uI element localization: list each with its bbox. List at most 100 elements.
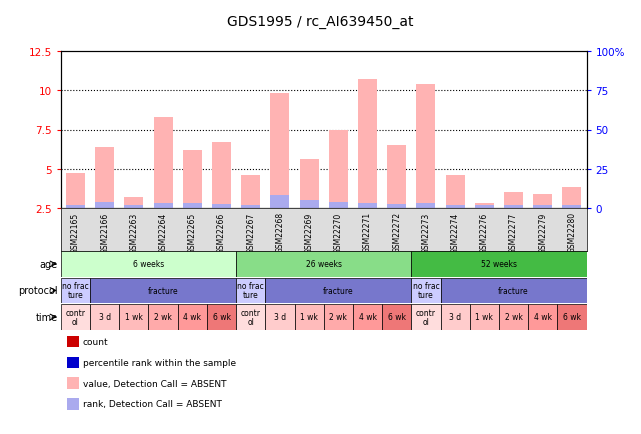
Bar: [212, 204, 231, 208]
Text: 52 weeks: 52 weeks: [481, 260, 517, 269]
Bar: [387, 204, 406, 208]
Bar: [265, 305, 294, 330]
Text: GSM22274: GSM22274: [451, 212, 460, 253]
Text: 3 d: 3 d: [274, 313, 286, 322]
Bar: [124, 197, 144, 208]
Text: fracture: fracture: [148, 286, 178, 295]
Bar: [61, 278, 90, 303]
Text: GSM22271: GSM22271: [363, 212, 372, 253]
Text: percentile rank within the sample: percentile rank within the sample: [83, 358, 236, 367]
Text: GSM22166: GSM22166: [100, 212, 109, 253]
Bar: [412, 252, 587, 277]
Text: GSM22165: GSM22165: [71, 212, 80, 253]
Bar: [533, 194, 552, 208]
Text: 6 wk: 6 wk: [563, 313, 581, 322]
Bar: [382, 305, 412, 330]
Text: GSM22279: GSM22279: [538, 212, 547, 253]
Text: GSM22266: GSM22266: [217, 212, 226, 253]
Bar: [562, 205, 581, 208]
Bar: [154, 118, 172, 208]
Bar: [445, 175, 465, 208]
Bar: [90, 278, 236, 303]
Text: time: time: [35, 312, 58, 322]
Bar: [412, 278, 440, 303]
Bar: [271, 196, 289, 208]
Bar: [299, 160, 319, 208]
Text: 6 wk: 6 wk: [388, 313, 406, 322]
Bar: [504, 205, 523, 208]
Text: rank, Detection Call = ABSENT: rank, Detection Call = ABSENT: [83, 400, 222, 408]
Bar: [417, 85, 435, 208]
Bar: [212, 143, 231, 208]
Bar: [61, 252, 236, 277]
Text: protocol: protocol: [18, 286, 58, 296]
Text: 2 wk: 2 wk: [504, 313, 522, 322]
Text: contr
ol: contr ol: [65, 308, 85, 326]
Bar: [387, 146, 406, 208]
Text: GSM22267: GSM22267: [246, 212, 255, 253]
Text: GSM22269: GSM22269: [304, 212, 313, 253]
Text: 3 d: 3 d: [99, 313, 111, 322]
Bar: [119, 305, 149, 330]
Bar: [440, 305, 470, 330]
Text: contr
ol: contr ol: [241, 308, 261, 326]
Text: fracture: fracture: [323, 286, 354, 295]
Text: 6 weeks: 6 weeks: [133, 260, 164, 269]
Bar: [528, 305, 557, 330]
Text: 4 wk: 4 wk: [534, 313, 552, 322]
Bar: [66, 205, 85, 208]
Text: 3 d: 3 d: [449, 313, 461, 322]
Bar: [236, 278, 265, 303]
Text: count: count: [83, 337, 108, 346]
Text: GSM22264: GSM22264: [158, 212, 167, 253]
Bar: [149, 305, 178, 330]
Bar: [207, 305, 236, 330]
Bar: [96, 202, 114, 208]
Bar: [236, 252, 412, 277]
Bar: [299, 201, 319, 208]
Text: GSM22263: GSM22263: [129, 212, 138, 253]
Bar: [412, 305, 440, 330]
Bar: [61, 305, 90, 330]
Text: contr
ol: contr ol: [416, 308, 436, 326]
Bar: [557, 305, 587, 330]
Bar: [90, 305, 119, 330]
Text: 4 wk: 4 wk: [358, 313, 376, 322]
Bar: [154, 204, 172, 208]
Bar: [440, 278, 587, 303]
Bar: [358, 204, 377, 208]
Bar: [324, 305, 353, 330]
Text: 4 wk: 4 wk: [183, 313, 201, 322]
Text: 1 wk: 1 wk: [125, 313, 143, 322]
Bar: [417, 204, 435, 208]
Text: GSM22270: GSM22270: [334, 212, 343, 253]
Text: GDS1995 / rc_AI639450_at: GDS1995 / rc_AI639450_at: [228, 15, 413, 29]
Bar: [358, 80, 377, 208]
Text: age: age: [40, 260, 58, 269]
Bar: [236, 305, 265, 330]
Text: 26 weeks: 26 weeks: [306, 260, 342, 269]
Bar: [265, 278, 412, 303]
Text: GSM22277: GSM22277: [509, 212, 518, 253]
Text: no frac
ture: no frac ture: [62, 282, 89, 300]
Bar: [96, 148, 114, 208]
Bar: [241, 175, 260, 208]
Bar: [329, 202, 348, 208]
Bar: [271, 94, 289, 208]
Text: 1 wk: 1 wk: [476, 313, 493, 322]
Text: 2 wk: 2 wk: [329, 313, 347, 322]
Text: GSM22273: GSM22273: [421, 212, 430, 253]
Text: no frac
ture: no frac ture: [413, 282, 439, 300]
Bar: [241, 206, 260, 208]
Bar: [475, 206, 494, 208]
Bar: [124, 205, 144, 208]
Bar: [475, 204, 494, 208]
Bar: [499, 305, 528, 330]
Bar: [178, 305, 207, 330]
Text: 2 wk: 2 wk: [154, 313, 172, 322]
Text: 6 wk: 6 wk: [213, 313, 231, 322]
Text: GSM22276: GSM22276: [480, 212, 489, 253]
Bar: [533, 205, 552, 208]
Bar: [294, 305, 324, 330]
Bar: [504, 193, 523, 208]
